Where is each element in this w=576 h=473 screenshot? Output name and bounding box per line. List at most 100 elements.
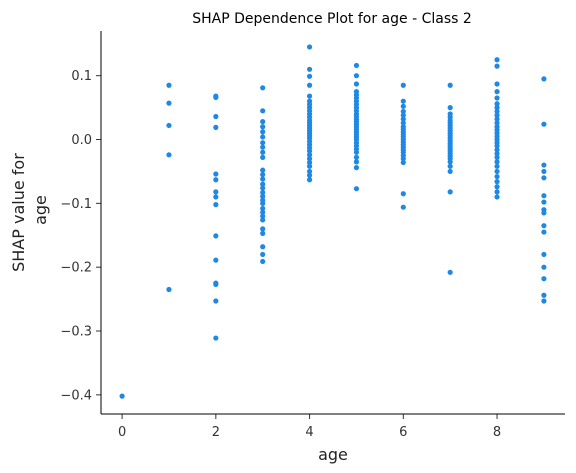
- x-tick-label: 4: [305, 425, 313, 440]
- data-point: [306, 93, 313, 99]
- data-point: [353, 186, 360, 192]
- data-point: [260, 108, 266, 114]
- y-tick-label: −0.4: [60, 388, 92, 403]
- data-point: [260, 244, 266, 250]
- data-point: [260, 251, 266, 258]
- data-point: [494, 108, 500, 115]
- y-axis-label-line-2: age: [31, 195, 50, 225]
- data-point: [400, 98, 406, 104]
- data-point: [306, 159, 313, 166]
- data-point: [260, 193, 266, 199]
- data-point: [260, 200, 266, 206]
- data-point: [119, 393, 125, 399]
- data-point: [494, 112, 500, 118]
- data-point: [541, 162, 547, 168]
- data-point: [494, 163, 500, 169]
- data-point: [166, 286, 172, 293]
- data-point: [494, 147, 500, 153]
- data-point: [306, 156, 313, 162]
- data-point: [166, 152, 172, 158]
- data-point: [541, 175, 547, 181]
- data-point: [494, 150, 500, 157]
- data-point: [494, 159, 500, 165]
- y-tick-label: −0.2: [60, 261, 92, 276]
- data-point: [213, 124, 219, 130]
- x-tick-label: 0: [118, 425, 126, 440]
- x-axis-ticks: 0 2 4 6 8: [118, 414, 501, 440]
- data-point: [353, 149, 360, 155]
- data-point: [400, 82, 406, 88]
- data-point: [494, 179, 500, 185]
- y-tick-label: 0.0: [71, 133, 92, 148]
- data-point: [260, 144, 266, 150]
- data-point: [353, 73, 360, 79]
- data-point: [541, 121, 547, 127]
- data-point: [353, 62, 360, 69]
- data-point: [213, 94, 219, 100]
- data-point: [400, 204, 406, 210]
- data-point: [494, 120, 500, 126]
- data-point: [260, 124, 266, 130]
- data-point: [260, 258, 266, 265]
- data-point: [166, 82, 172, 88]
- data-point: [213, 335, 219, 341]
- data-point: [447, 269, 453, 275]
- y-axis-ticks: 0.1 0.0 −0.1 −0.2 −0.3 −0.4: [60, 69, 101, 403]
- data-point: [306, 163, 313, 169]
- data-point: [400, 120, 406, 126]
- data-point: [306, 66, 313, 72]
- data-point: [353, 165, 360, 171]
- y-tick-label: −0.3: [60, 325, 92, 340]
- data-point: [494, 101, 500, 107]
- data-point: [541, 168, 547, 175]
- data-point: [541, 210, 547, 216]
- y-axis-label: SHAP value for age: [9, 148, 50, 272]
- data-point: [494, 81, 500, 87]
- data-point: [447, 189, 453, 195]
- data-point: [213, 233, 219, 239]
- data-point: [213, 194, 219, 200]
- data-point: [400, 191, 406, 197]
- data-point: [213, 113, 219, 120]
- data-point: [447, 163, 453, 169]
- data-point: [306, 168, 313, 175]
- data-point: [541, 199, 547, 205]
- data-point: [260, 185, 266, 191]
- x-tick-label: 8: [493, 425, 501, 440]
- data-point: [400, 108, 406, 115]
- data-point: [400, 103, 406, 109]
- data-point: [213, 202, 219, 208]
- data-point: [260, 129, 266, 135]
- data-point: [494, 116, 500, 122]
- data-point: [260, 205, 266, 212]
- points-layer: [119, 44, 547, 399]
- data-point: [541, 229, 547, 235]
- data-point: [213, 177, 219, 183]
- data-point: [213, 189, 219, 195]
- y-tick-label: 0.1: [71, 69, 92, 84]
- data-point: [494, 173, 500, 180]
- x-axis-label: age: [318, 445, 348, 464]
- data-point: [494, 95, 500, 101]
- chart-title: SHAP Dependence Plot for age - Class 2: [192, 11, 472, 27]
- data-point: [353, 159, 360, 165]
- data-point: [541, 193, 547, 199]
- data-point: [306, 152, 313, 158]
- data-point: [447, 168, 453, 175]
- data-point: [541, 264, 547, 270]
- data-point: [494, 63, 500, 69]
- data-point: [494, 154, 500, 160]
- data-point: [541, 276, 547, 282]
- y-tick-label: −0.1: [60, 197, 92, 212]
- data-point: [494, 57, 500, 63]
- data-point: [213, 257, 219, 263]
- data-point: [400, 112, 406, 118]
- data-point: [400, 156, 406, 162]
- data-point: [400, 116, 406, 122]
- data-point: [260, 85, 266, 91]
- data-point: [494, 143, 500, 149]
- data-point: [494, 184, 500, 190]
- data-point: [541, 298, 547, 304]
